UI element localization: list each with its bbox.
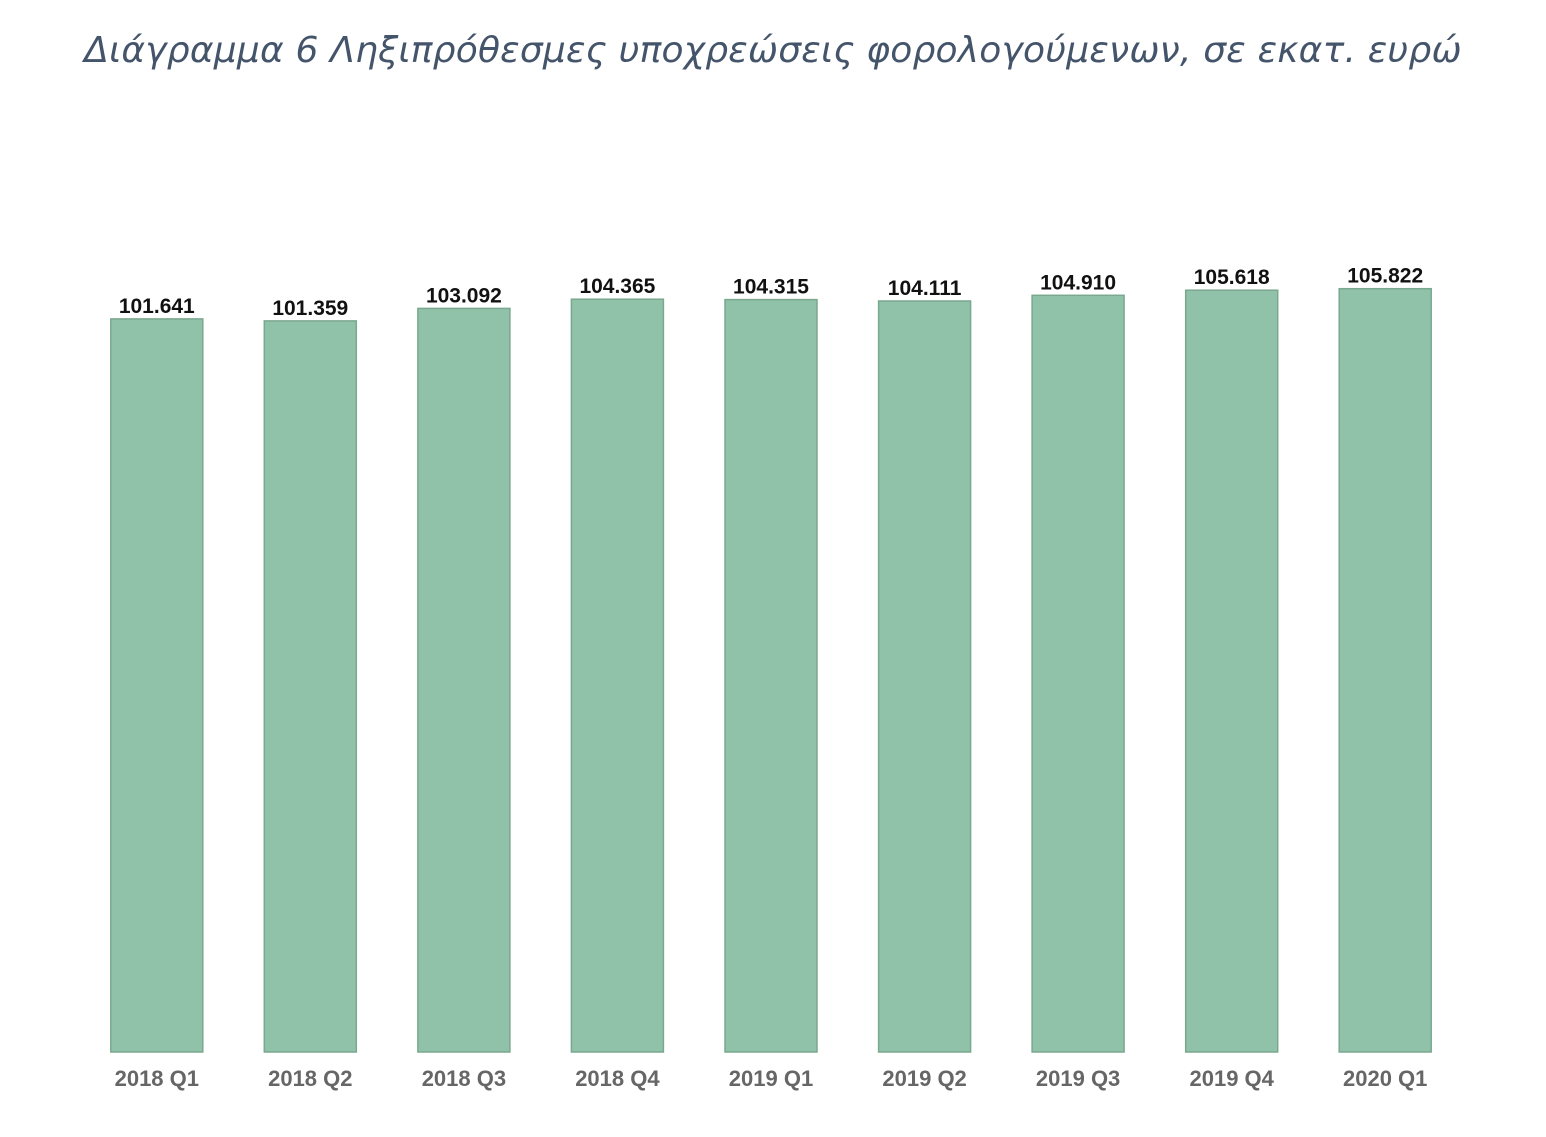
value-label: 101.359 [272, 297, 348, 320]
bar-2018-q4 [570, 298, 665, 1053]
bar-2018-q2 [263, 320, 358, 1053]
bar-2019-q4 [1184, 289, 1279, 1053]
x-tick-label: 2018 Q1 [115, 1066, 199, 1091]
value-label: 104.365 [579, 275, 655, 298]
bar-2019-q1 [724, 298, 818, 1053]
x-tick-label: 2019 Q2 [882, 1066, 966, 1091]
bar-2019-q2 [877, 300, 972, 1053]
x-tick-labels-group: 2018 Q1 2018 Q2 2018 Q3 2018 Q4 2019 Q1 2019 … [115, 1066, 1428, 1091]
value-labels-group: 101.641 101.359 103.092 104.365 104.315 104.1… [119, 265, 1423, 320]
bar-2019-q3 [1031, 294, 1125, 1053]
value-label: 104.111 [888, 277, 962, 300]
x-tick-label: 2019 Q4 [1189, 1066, 1274, 1091]
x-tick-label: 2020 Q1 [1343, 1066, 1427, 1091]
value-label: 104.910 [1040, 271, 1116, 294]
bar-2018-q3 [417, 307, 511, 1053]
bars-group [110, 287, 1432, 1053]
x-tick-label: 2019 Q1 [729, 1066, 813, 1091]
value-label: 105.618 [1194, 266, 1270, 289]
x-tick-label: 2019 Q3 [1036, 1066, 1120, 1091]
value-label: 103.092 [426, 284, 502, 307]
value-label: 101.641 [119, 295, 195, 318]
x-tick-label: 2018 Q4 [575, 1066, 660, 1091]
x-tick-label: 2018 Q2 [268, 1066, 352, 1091]
x-tick-label: 2018 Q3 [422, 1066, 506, 1091]
bar-2020-q1 [1338, 287, 1432, 1053]
bar-2018-q1 [110, 318, 204, 1053]
value-label: 104.315 [733, 276, 809, 299]
chart-title: Διάγραμμα 6 Ληξιπρόθεσμες υποχρεώσεις φο… [84, 30, 1462, 71]
value-label: 105.822 [1347, 265, 1423, 288]
